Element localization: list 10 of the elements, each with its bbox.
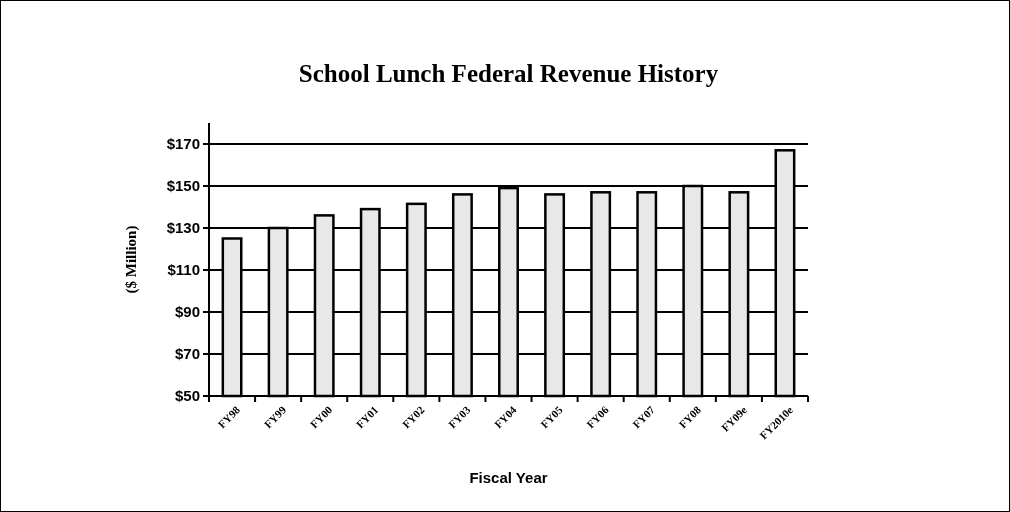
chart-title: School Lunch Federal Revenue History (298, 60, 719, 87)
y-tick-label: $110 (167, 261, 200, 279)
y-tick-label: $170 (166, 135, 200, 153)
y-tick-label: $70 (174, 345, 200, 363)
x-axis-title: Fiscal Year (469, 469, 548, 486)
y-tick-label: $50 (174, 387, 200, 405)
y-axis-title: ($ Million) (123, 225, 140, 294)
y-tick-label: $90 (174, 303, 200, 321)
y-tick-label: $150 (166, 177, 200, 195)
y-tick-label: $130 (166, 219, 200, 237)
